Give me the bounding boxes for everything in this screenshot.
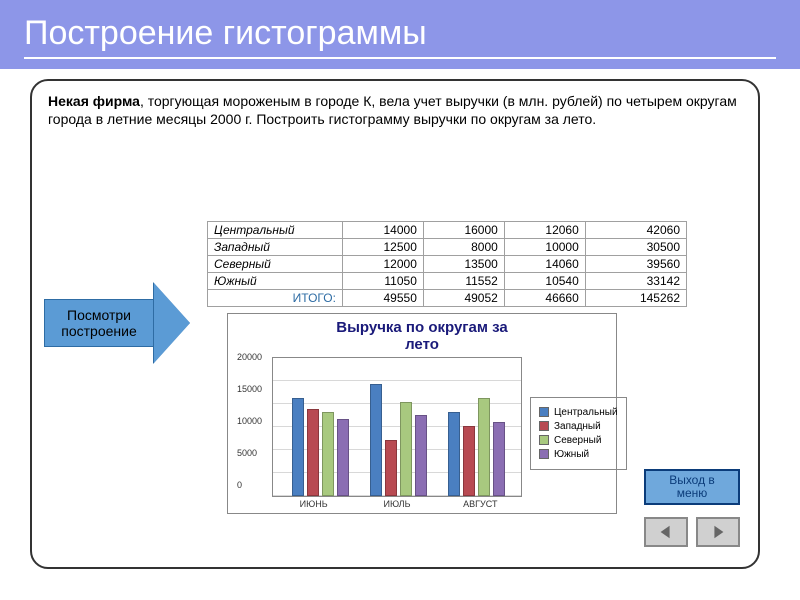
- slide-title: Построение гистограммы: [24, 14, 776, 53]
- legend-item: Южный: [539, 449, 618, 460]
- chart-plot: 20000150001000050000: [272, 357, 522, 497]
- bar: [478, 398, 490, 496]
- bar: [385, 440, 397, 496]
- bar: [400, 402, 412, 497]
- legend-swatch: [539, 421, 549, 431]
- table-row: Центральный14000160001206042060: [208, 222, 687, 239]
- legend-label: Западный: [554, 421, 601, 432]
- nav-buttons: [644, 517, 740, 547]
- slide-header: Построение гистограммы: [0, 0, 800, 69]
- bar: [337, 419, 349, 496]
- legend-label: Северный: [554, 435, 601, 446]
- legend-item: Западный: [539, 421, 618, 432]
- prev-slide-button[interactable]: [644, 517, 688, 547]
- chart-yaxis: 20000150001000050000: [237, 352, 262, 490]
- legend-swatch: [539, 435, 549, 445]
- legend-label: Центральный: [554, 407, 618, 418]
- table-row: Южный11050115521054033142: [208, 273, 687, 290]
- bar: [307, 409, 319, 497]
- intro-rest: , торгующая мороженым в городе К, вела у…: [48, 93, 737, 127]
- bar: [493, 422, 505, 496]
- bar: [415, 415, 427, 496]
- watch-build-button[interactable]: Посмотрипостроение: [44, 283, 190, 363]
- chart-title: Выручка по округам залето: [234, 320, 610, 353]
- legend-item: Центральный: [539, 407, 618, 418]
- triangle-left-icon: [657, 523, 675, 541]
- revenue-table: Центральный14000160001206042060Западный1…: [207, 221, 687, 307]
- legend-item: Северный: [539, 435, 618, 446]
- legend-swatch: [539, 407, 549, 417]
- legend-swatch: [539, 449, 549, 459]
- bar-group: [437, 358, 515, 496]
- header-divider: [24, 57, 776, 59]
- arrow-body: Посмотрипостроение: [44, 299, 154, 347]
- table-and-chart: Центральный14000160001206042060Западный1…: [207, 221, 687, 514]
- chart-legend: Центральный Западный Северный Южный: [530, 397, 627, 470]
- intro-bold: Некая фирма: [48, 93, 140, 109]
- chart-container: Выручка по округам залето 20000150001000…: [227, 313, 617, 514]
- bar-group: [281, 358, 359, 496]
- table-row: Северный12000135001406039560: [208, 256, 687, 273]
- content-frame: Некая фирма, торгующая мороженым в город…: [30, 79, 760, 569]
- arrow-right-icon: [154, 283, 190, 363]
- bar: [448, 412, 460, 496]
- bar-group: [359, 358, 437, 496]
- chart-xaxis: ИЮНЬИЮЛЬАВГУСТ: [272, 499, 522, 509]
- triangle-right-icon: [709, 523, 727, 541]
- intro-text: Некая фирма, торгующая мороженым в город…: [48, 93, 742, 128]
- bar: [463, 426, 475, 496]
- bar: [370, 384, 382, 496]
- table-totals-row: ИТОГО:495504905246660145262: [208, 290, 687, 307]
- bar: [292, 398, 304, 496]
- legend-label: Южный: [554, 449, 589, 460]
- bar: [322, 412, 334, 496]
- next-slide-button[interactable]: [696, 517, 740, 547]
- exit-menu-button[interactable]: Выход вменю: [644, 469, 740, 505]
- table-row: Западный1250080001000030500: [208, 239, 687, 256]
